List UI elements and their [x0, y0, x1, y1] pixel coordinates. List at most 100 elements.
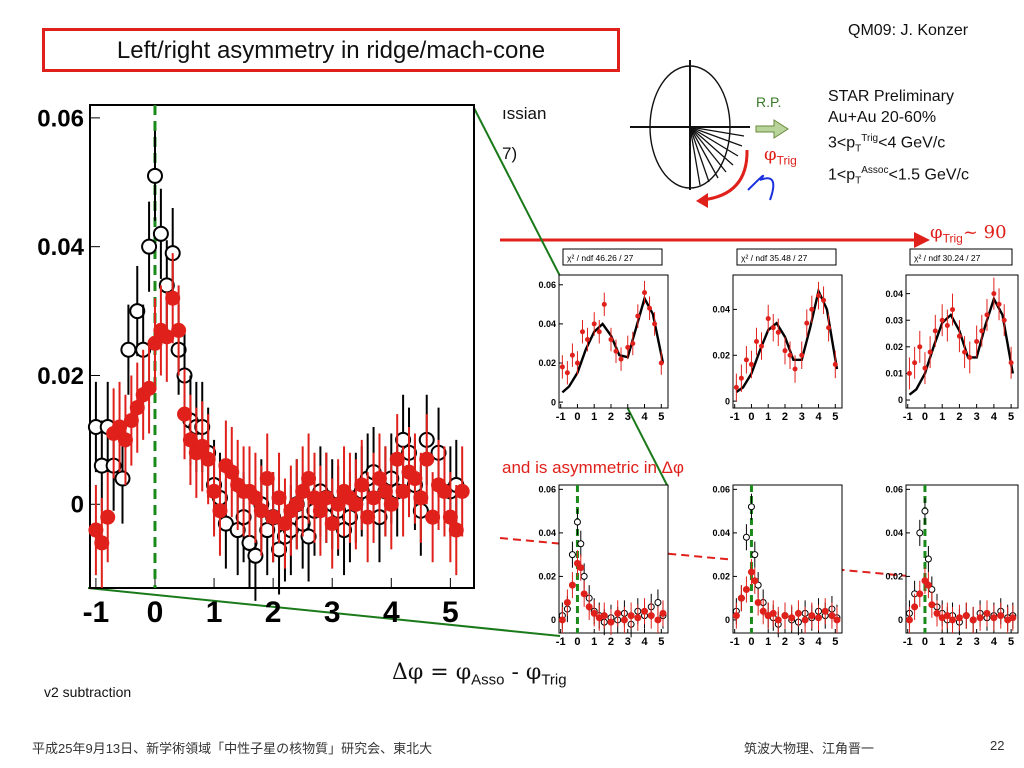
open-marker-main — [247, 547, 264, 564]
x-tick-label-top-left: 3 — [625, 411, 631, 423]
y-tick-label-bottom-middle: 0 — [725, 615, 730, 625]
filled-marker-bottom-left — [659, 609, 667, 617]
y-tick-label-top-middle: 0.04 — [712, 305, 730, 315]
filled-marker-bottom-right — [976, 614, 984, 622]
star-info-line4-pre: 1<p — [828, 165, 856, 183]
open-marker-bottom-left — [654, 599, 662, 607]
filled-marker-main — [312, 503, 328, 519]
x-tick-label-bottom-middle: 3 — [799, 636, 805, 648]
filled-marker-main — [141, 380, 157, 396]
filled-marker-bottom-right — [969, 616, 977, 624]
filled-marker-main — [94, 535, 110, 551]
footer-left: 平成25年9月13日、新学術領域「中性子星の核物質」研究会、東北大 — [32, 741, 433, 756]
filled-marker-bottom-right — [905, 616, 913, 624]
filled-marker-bottom-middle — [751, 577, 759, 585]
filled-marker-top-right — [912, 360, 918, 366]
filled-marker-main — [366, 490, 382, 506]
filled-marker-main — [448, 522, 464, 538]
open-marker-main — [152, 225, 169, 242]
phi-trig-arrowhead — [914, 232, 930, 248]
x-tick-label-bottom-right: 3 — [974, 636, 980, 648]
zoom-line-bottom — [87, 587, 561, 637]
filled-marker-main — [277, 516, 293, 532]
y-tick-label-top-left: 0.04 — [538, 319, 556, 329]
filled-marker-main — [377, 483, 393, 499]
open-marker-main — [129, 303, 146, 320]
filled-marker-main — [253, 503, 269, 519]
rp-arrow-icon — [755, 119, 789, 139]
open-marker-main — [120, 341, 137, 358]
x-tick-label-top-middle: 3 — [799, 411, 805, 423]
x-tick-label-bottom-left: 3 — [625, 636, 631, 648]
y-tick-label-bottom-right: 0.02 — [885, 572, 903, 582]
filled-marker-main — [194, 438, 210, 454]
star-info-line4-post: <1.5 GeV/c — [888, 165, 969, 183]
chart-bottom-middle: -1 0 1 2 3 4 500.020.040.06 — [712, 484, 843, 648]
y-tick-label-bottom-left: 0.04 — [538, 528, 556, 538]
fit-label-box-top-right — [909, 248, 1013, 266]
filled-marker-top-middle — [753, 339, 759, 344]
filled-marker-top-right — [996, 301, 1002, 307]
filled-marker-top-right — [967, 354, 973, 360]
open-marker-main — [141, 238, 158, 255]
fit-label-top-right: χ² / ndf 30.24 / 27 — [914, 253, 981, 263]
filled-marker-main — [177, 406, 193, 422]
x-tick-label-bottom-middle: 0 — [748, 636, 754, 648]
dphi-mid: - φ — [504, 660, 542, 685]
filled-marker-bottom-right — [911, 603, 919, 611]
filled-marker-top-middle — [770, 325, 776, 331]
filled-marker-top-middle — [821, 297, 827, 303]
filled-marker-top-right — [984, 312, 990, 318]
filled-marker-bottom-right — [928, 601, 936, 609]
filled-marker-main — [117, 432, 133, 448]
filled-marker-bottom-middle — [833, 616, 841, 624]
filled-marker-bottom-middle — [781, 612, 789, 620]
x-tick-label-bottom-left: 2 — [608, 636, 614, 648]
filled-marker-main — [165, 290, 181, 306]
dphi-pre: Δφ = φ — [392, 660, 472, 685]
open-marker-main — [158, 277, 175, 294]
x-tick-label-main: 5 — [442, 596, 459, 629]
plots-group: -1 0 1 2 3 4 500.020.040.06-1 0 1 2 3 4 500.020.040.… — [37, 104, 1019, 648]
filled-marker-bottom-left — [558, 616, 566, 624]
y-tick-label-top-left: 0.06 — [538, 280, 556, 290]
filled-marker-main — [171, 322, 187, 338]
filled-marker-top-right — [927, 349, 933, 355]
filled-marker-main — [407, 471, 423, 487]
filled-marker-top-right — [1008, 360, 1014, 366]
phi-trig-90-post: ~ 90 — [962, 222, 1007, 243]
filled-marker-bottom-middle — [808, 612, 816, 620]
diagram-red-arrowhead — [696, 193, 708, 208]
star-info: STAR Preliminary Au+Au 20-60% 3<pTTrig<4… — [828, 86, 969, 191]
credit-label: QM09: J. Konzer — [848, 22, 969, 39]
filled-marker-top-middle — [738, 375, 744, 381]
filled-marker-main — [383, 496, 399, 512]
filled-marker-bottom-middle — [769, 609, 777, 617]
filled-marker-main — [224, 464, 240, 480]
filled-marker-bottom-right — [990, 614, 998, 622]
diagram-red-arc — [701, 149, 749, 202]
filled-marker-top-middle — [782, 348, 788, 354]
y-tick-label-bottom-middle: 0.06 — [712, 485, 730, 495]
y-tick-label-top-right: 0.01 — [885, 369, 903, 379]
filled-marker-main — [371, 471, 387, 487]
x-tick-label-top-right: 1 — [939, 411, 945, 423]
y-tick-label-top-right: 0 — [898, 395, 903, 405]
x-tick-label-bottom-left: 4 — [641, 636, 648, 648]
filled-marker-top-middle — [743, 357, 749, 363]
y-tick-label-bottom-left: 0 — [551, 615, 556, 625]
x-tick-label-top-left: 4 — [641, 411, 648, 423]
filled-marker-main — [301, 471, 317, 487]
x-tick-label-top-right: 5 — [1008, 411, 1014, 423]
filled-marker-bottom-right — [949, 616, 957, 624]
x-tick-label-bottom-middle: -1 — [730, 636, 740, 648]
star-info-line3: 3<pTTrig<4 GeV/c — [828, 128, 969, 160]
y-tick-label-bottom-left: 0.06 — [538, 485, 556, 495]
filled-marker-bottom-middle — [821, 607, 829, 615]
y-tick-label-top-right: 0.02 — [885, 342, 903, 352]
filled-marker-top-middle — [748, 361, 754, 367]
fit-label-box-top-middle — [736, 248, 837, 266]
filled-marker-top-middle — [799, 352, 805, 358]
